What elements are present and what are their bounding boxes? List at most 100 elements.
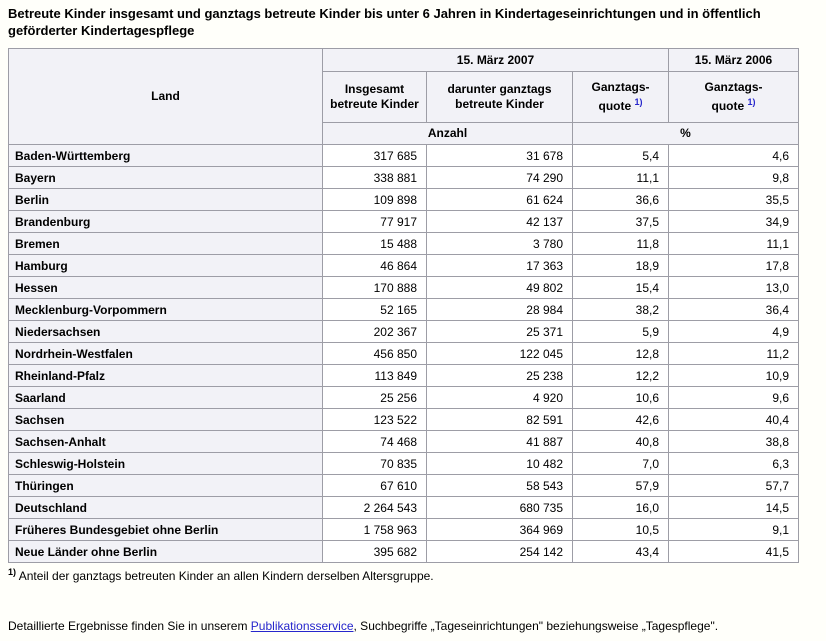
value-cell: 11,2 [668,342,799,365]
value-cell: 43,4 [572,540,669,563]
value-cell: 14,5 [668,496,799,519]
land-cell: Mecklenburg-Vorpommern [8,298,323,321]
table-row: Früheres Bundesgebiet ohne Berlin 1 758 9… [8,518,799,541]
land-cell: Baden-Württemberg [8,144,323,167]
value-cell: 18,9 [572,254,669,277]
value-cell: 364 969 [426,518,573,541]
table-row: Berlin 109 898 61 624 36,6 35,5 [8,188,799,211]
value-cell: 28 984 [426,298,573,321]
footer-note: Detaillierte Ergebnisse finden Sie in un… [8,619,818,633]
value-cell: 57,9 [572,474,669,497]
value-cell: 10,6 [572,386,669,409]
value-cell: 11,8 [572,232,669,255]
value-cell: 5,9 [572,320,669,343]
footnote-marker-icon: 1) [747,97,756,107]
table-row: Sachsen 123 522 82 591 42,6 40,4 [8,408,799,431]
value-cell: 3 780 [426,232,573,255]
value-cell: 12,2 [572,364,669,387]
value-cell: 254 142 [426,540,573,563]
land-cell: Hamburg [8,254,323,277]
value-cell: 15,4 [572,276,669,299]
table-header: Land 15. März 2007 15. März 2006 Insgesa… [8,48,799,145]
value-cell: 109 898 [322,188,427,211]
value-cell: 34,9 [668,210,799,233]
land-cell: Nordrhein-Westfalen [8,342,323,365]
land-cell: Schleswig-Holstein [8,452,323,475]
value-cell: 4,6 [668,144,799,167]
value-cell: 58 543 [426,474,573,497]
value-cell: 25 371 [426,320,573,343]
value-cell: 12,8 [572,342,669,365]
value-cell: 38,2 [572,298,669,321]
land-cell: Hessen [8,276,323,299]
table-row: Neue Länder ohne Berlin 395 682 254 142 43,… [8,540,799,563]
value-cell: 41 887 [426,430,573,453]
table-row: Niedersachsen 202 367 25 371 5,9 4,9 [8,320,799,343]
table-body: Baden-Württemberg 317 685 31 678 5,4 4,6 Baye… [8,144,799,563]
value-cell: 395 682 [322,540,427,563]
value-cell: 9,6 [668,386,799,409]
value-cell: 49 802 [426,276,573,299]
value-cell: 40,4 [668,408,799,431]
value-cell: 42,6 [572,408,669,431]
land-cell: Sachsen-Anhalt [8,430,323,453]
value-cell: 10,5 [572,518,669,541]
table-row: Thüringen 67 610 58 543 57,9 57,7 [8,474,799,497]
footnote-text: Anteil der ganztags betreuten Kinder an … [18,569,434,583]
value-cell: 38,8 [668,430,799,453]
table-row: Saarland 25 256 4 920 10,6 9,6 [8,386,799,409]
value-cell: 40,8 [572,430,669,453]
value-cell: 61 624 [426,188,573,211]
column-header-land: Land [8,48,323,145]
value-cell: 67 610 [322,474,427,497]
value-cell: 338 881 [322,166,427,189]
value-cell: 11,1 [668,232,799,255]
value-cell: 70 835 [322,452,427,475]
column-header-quote-2007: Ganztags-quote 1) [572,71,669,123]
table-footnote: 1) Anteil der ganztags betreuten Kinder … [8,567,818,583]
column-header-total: Insgesamt betreute Kinder [322,71,427,123]
value-cell: 36,4 [668,298,799,321]
table-row: Bayern 338 881 74 290 11,1 9,8 [8,166,799,189]
value-cell: 77 917 [322,210,427,233]
value-cell: 9,1 [668,518,799,541]
value-cell: 31 678 [426,144,573,167]
table-row: Sachsen-Anhalt 74 468 41 887 40,8 38,8 [8,430,799,453]
land-cell: Niedersachsen [8,320,323,343]
table-row: Bremen 15 488 3 780 11,8 11,1 [8,232,799,255]
land-cell: Berlin [8,188,323,211]
footer-text-after: , Suchbegriffe „Tageseinrichtungen" bezi… [353,619,719,633]
land-cell: Saarland [8,386,323,409]
value-cell: 202 367 [322,320,427,343]
table-row: Nordrhein-Westfalen 456 850 122 045 12,8 11,… [8,342,799,365]
value-cell: 9,8 [668,166,799,189]
value-cell: 317 685 [322,144,427,167]
land-cell: Brandenburg [8,210,323,233]
value-cell: 123 522 [322,408,427,431]
land-cell: Bremen [8,232,323,255]
quote-header-line2: quote [598,99,632,113]
land-cell: Sachsen [8,408,323,431]
value-cell: 46 864 [322,254,427,277]
value-cell: 680 735 [426,496,573,519]
value-cell: 6,3 [668,452,799,475]
value-cell: 42 137 [426,210,573,233]
table-row: Baden-Württemberg 317 685 31 678 5,4 4,6 [8,144,799,167]
page-title: Betreute Kinder insgesamt und ganztags b… [8,6,761,38]
value-cell: 7,0 [572,452,669,475]
publikationsservice-link[interactable]: Publikationsservice [250,619,354,633]
value-cell: 13,0 [668,276,799,299]
land-cell: Früheres Bundesgebiet ohne Berlin [8,518,323,541]
table-row: Hamburg 46 864 17 363 18,9 17,8 [8,254,799,277]
value-cell: 57,7 [668,474,799,497]
value-cell: 17 363 [426,254,573,277]
unit-header-percent: % [572,122,799,145]
value-cell: 82 591 [426,408,573,431]
table-row: Mecklenburg-Vorpommern 52 165 28 984 38,2 36… [8,298,799,321]
column-header-fulltime: darunter ganztags betreute Kinder [426,71,573,123]
table-row: Schleswig-Holstein 70 835 10 482 7,0 6,3 [8,452,799,475]
quote-header-line1: Ganztags- [704,80,763,94]
value-cell: 52 165 [322,298,427,321]
footnote-marker-icon: 1) [634,97,643,107]
value-cell: 25 256 [322,386,427,409]
